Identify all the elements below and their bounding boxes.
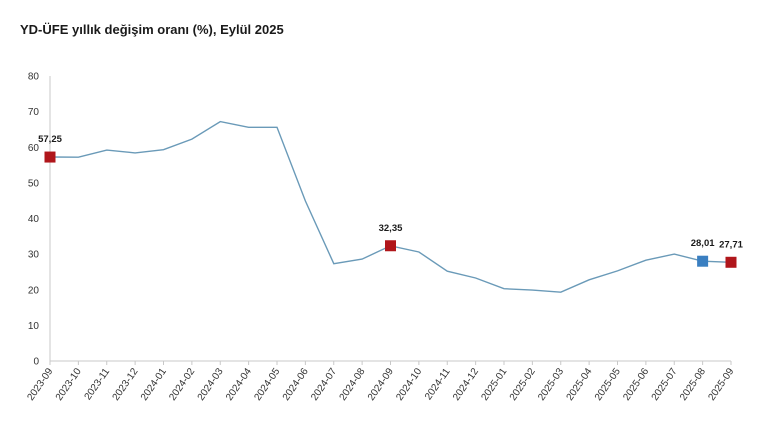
x-tick-label: 2024-12 <box>451 366 481 403</box>
x-tick-label: 2024-08 <box>338 366 368 403</box>
y-tick-label: 40 <box>28 214 40 225</box>
x-tick-label: 2023-09 <box>25 366 55 403</box>
x-tick-label: 2023-12 <box>111 366 141 403</box>
data-point-marker <box>44 151 56 163</box>
x-tick-label: 2024-05 <box>252 366 282 403</box>
y-tick-label: 70 <box>28 107 40 118</box>
y-tick-label: 0 <box>33 357 39 368</box>
x-tick-label: 2025-05 <box>593 366 623 403</box>
data-label: 32,35 <box>379 223 403 234</box>
y-tick-label: 50 <box>28 178 40 189</box>
data-label: 28,01 <box>691 238 715 249</box>
x-tick-label: 2024-10 <box>394 366 424 403</box>
x-tick-label: 2025-01 <box>479 366 509 403</box>
y-tick-label: 10 <box>28 321 40 332</box>
x-tick-label: 2025-07 <box>650 366 680 403</box>
x-tick-label: 2024-06 <box>281 366 311 403</box>
x-tick-label: 2024-03 <box>196 366 226 403</box>
x-tick-label: 2024-01 <box>139 366 169 403</box>
x-tick-label: 2024-11 <box>423 366 453 402</box>
y-tick-label: 60 <box>28 143 40 154</box>
y-tick-label: 20 <box>28 285 40 296</box>
y-tick-label: 80 <box>28 72 40 83</box>
y-tick-label: 30 <box>28 250 40 261</box>
data-point-marker <box>385 240 396 252</box>
x-tick-label: 2023-11 <box>83 366 113 402</box>
x-tick-label: 2025-06 <box>621 366 651 403</box>
x-tick-label: 2024-04 <box>224 366 254 403</box>
data-label: 27,71 <box>719 239 743 250</box>
x-tick-label: 2025-09 <box>706 366 736 403</box>
data-point-marker <box>697 255 709 267</box>
series-line <box>49 120 732 293</box>
x-tick-label: 2024-09 <box>366 366 396 403</box>
x-tick-label: 2025-08 <box>678 366 708 403</box>
data-point-marker <box>725 256 737 268</box>
x-tick-label: 2025-02 <box>508 366 538 403</box>
x-tick-label: 2025-03 <box>536 366 566 403</box>
x-tick-label: 2023-10 <box>54 366 84 403</box>
data-label: 57,25 <box>38 134 62 145</box>
x-tick-label: 2025-04 <box>565 366 595 403</box>
x-tick-label: 2024-02 <box>167 366 197 403</box>
x-tick-label: 2024-07 <box>309 366 339 403</box>
chart-title: YD-ÜFE yıllık değişim oranı (%), Eylül 2… <box>20 22 284 37</box>
